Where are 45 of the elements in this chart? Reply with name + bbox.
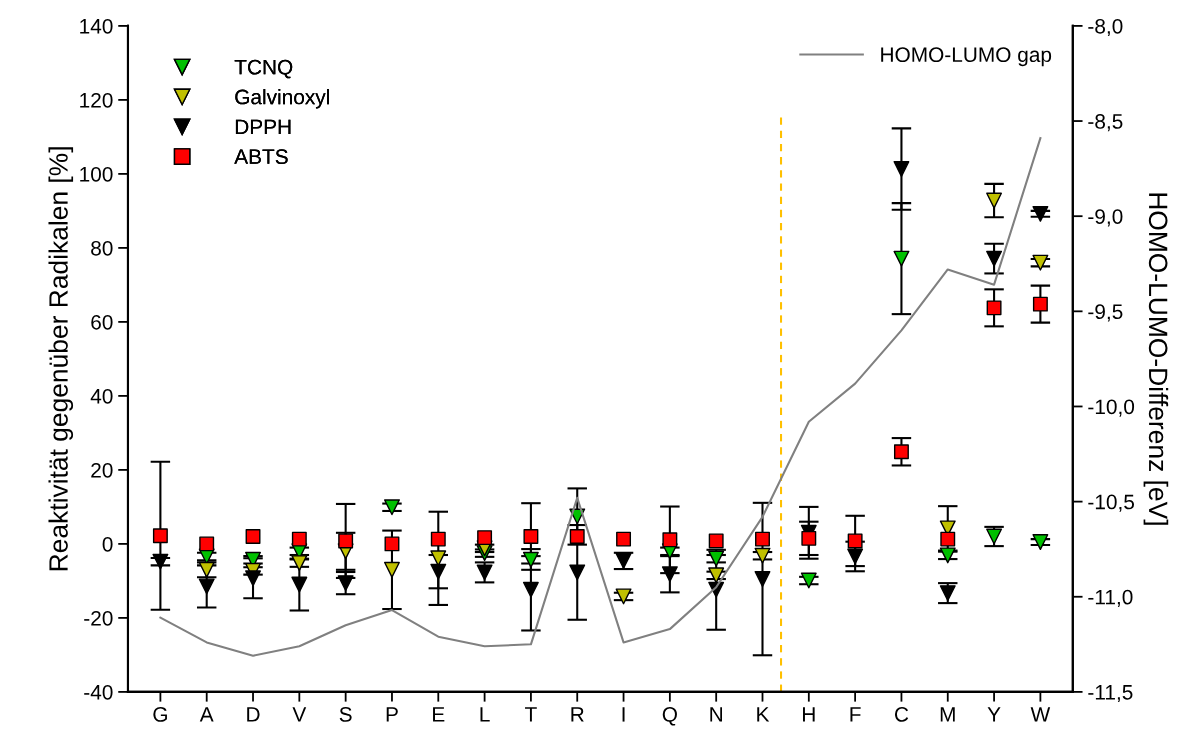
x-tick-label: D bbox=[247, 707, 260, 722]
y-tick-label: -20 bbox=[84, 610, 113, 626]
legend-label: HOMO-LUMO gap bbox=[881, 47, 1052, 67]
y-axis-title: Reaktivität gegenüber Radikalen [%] bbox=[48, 147, 74, 571]
y2-tick-label: -11,0 bbox=[1088, 589, 1133, 607]
y-tick-label: 60 bbox=[91, 314, 113, 330]
x-tick-label: V bbox=[292, 707, 307, 722]
y-tick-label: 0 bbox=[102, 536, 113, 552]
x-tick-label: Y bbox=[987, 707, 1001, 722]
legend-label: DPPH bbox=[235, 119, 291, 135]
legend-label: Galvinoxyl bbox=[235, 89, 329, 109]
y2-tick-label: -9,0 bbox=[1088, 209, 1123, 227]
y-tick-label: 40 bbox=[90, 388, 113, 404]
y-tick-label: 140 bbox=[80, 18, 113, 34]
x-tick-label: L bbox=[480, 707, 490, 722]
y-tick-label: 80 bbox=[91, 240, 113, 256]
x-tick-label: N bbox=[710, 707, 722, 722]
y2-tick-label: -8,0 bbox=[1088, 18, 1123, 37]
y-tick-label: 120 bbox=[80, 92, 113, 108]
x-tick-label: C bbox=[894, 707, 909, 722]
y2-tick-label: -9,5 bbox=[1088, 304, 1123, 322]
x-tick-label: T bbox=[525, 707, 537, 722]
x-tick-label: I bbox=[622, 707, 625, 722]
x-tick-label: P bbox=[386, 707, 398, 722]
x-tick-label: W bbox=[1030, 707, 1051, 722]
x-tick-label: G bbox=[153, 707, 167, 722]
x-tick-label: R bbox=[571, 707, 584, 722]
y-tick-label: -40 bbox=[84, 684, 113, 700]
x-tick-label: A bbox=[199, 707, 214, 722]
y2-tick-label: -11,5 bbox=[1088, 685, 1133, 703]
y-tick-label: 20 bbox=[91, 462, 113, 478]
legend-label: ABTS bbox=[234, 149, 288, 165]
x-tick-label: E bbox=[433, 707, 445, 722]
x-tick-label: H bbox=[803, 707, 815, 722]
y2-tick-label: -10,0 bbox=[1088, 399, 1135, 417]
y2-tick-label: -10,5 bbox=[1088, 494, 1135, 512]
y2-tick-label: -8,5 bbox=[1088, 114, 1123, 132]
x-tick-label: K bbox=[757, 707, 770, 722]
x-tick-label: S bbox=[339, 707, 352, 722]
x-tick-label: F bbox=[850, 707, 861, 722]
y-tick-label: 100 bbox=[80, 166, 113, 182]
x-tick-label: Q bbox=[662, 707, 677, 726]
x-tick-label: M bbox=[940, 707, 955, 722]
legend-label: TCNQ bbox=[234, 59, 293, 79]
y2-axis-title: HOMO-LUMO-Differenz [eV] bbox=[1143, 193, 1169, 525]
